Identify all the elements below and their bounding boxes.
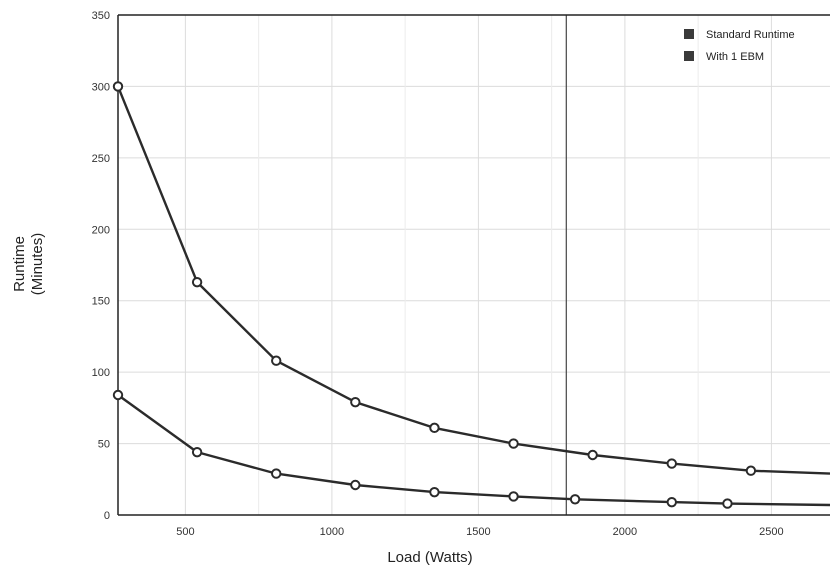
y-tick-label: 350: [92, 10, 110, 22]
y-axis-label-line2: (Minutes): [29, 233, 46, 296]
data-point-0: [191, 446, 203, 458]
data-point-1: [508, 438, 519, 449]
data-point-1: [191, 276, 203, 288]
data-point-0: [350, 479, 361, 491]
data-point-1: [429, 422, 440, 434]
data-point-1: [587, 449, 598, 461]
legend-label-standard: Standard Runtime: [706, 29, 795, 41]
axes: [117, 14, 830, 516]
data-point-1: [350, 396, 361, 408]
data-point-0: [508, 491, 519, 502]
y-tick-label: 300: [92, 81, 110, 93]
x-tick-label: 2500: [759, 526, 783, 538]
y-tick-label: 100: [92, 367, 110, 379]
series-line-1: [116, 85, 830, 475]
y-tick-label: 200: [92, 224, 110, 236]
legend-swatch-ebm: [684, 51, 694, 61]
data-point-0: [112, 389, 124, 401]
data-point-0: [722, 498, 733, 509]
grid: [118, 14, 830, 515]
y-tick-label: 50: [98, 439, 110, 451]
legend-swatch-standard: [684, 29, 694, 39]
data-point-1: [745, 465, 757, 476]
x-tick-label: 500: [176, 526, 194, 538]
data-point-0: [569, 494, 581, 505]
data-point-0: [666, 496, 677, 508]
x-tick-label: 1000: [320, 526, 344, 538]
legend: Standard Runtime With 1 EBM: [684, 29, 795, 63]
data-point-1: [666, 458, 677, 469]
data-point-0: [429, 486, 440, 498]
series-group: [112, 81, 830, 509]
series-line-0: [117, 394, 830, 507]
x-axis-label: Load (Watts): [387, 549, 472, 566]
data-point-1: [112, 81, 124, 92]
x-tick-label: 2000: [613, 526, 637, 538]
data-point-1: [271, 355, 282, 366]
y-tick-label: 150: [92, 296, 110, 308]
y-tick-label: 250: [92, 153, 110, 165]
legend-label-ebm: With 1 EBM: [706, 51, 764, 63]
data-point-0: [271, 468, 282, 479]
y-tick-label: 0: [104, 510, 110, 522]
y-axis-label-line1: Runtime: [11, 236, 28, 292]
x-tick-label: 1500: [466, 526, 490, 538]
tick-labels: 0 50 100 150 200 250 300 350 500 1000 1500 2000 2500: [92, 10, 784, 538]
